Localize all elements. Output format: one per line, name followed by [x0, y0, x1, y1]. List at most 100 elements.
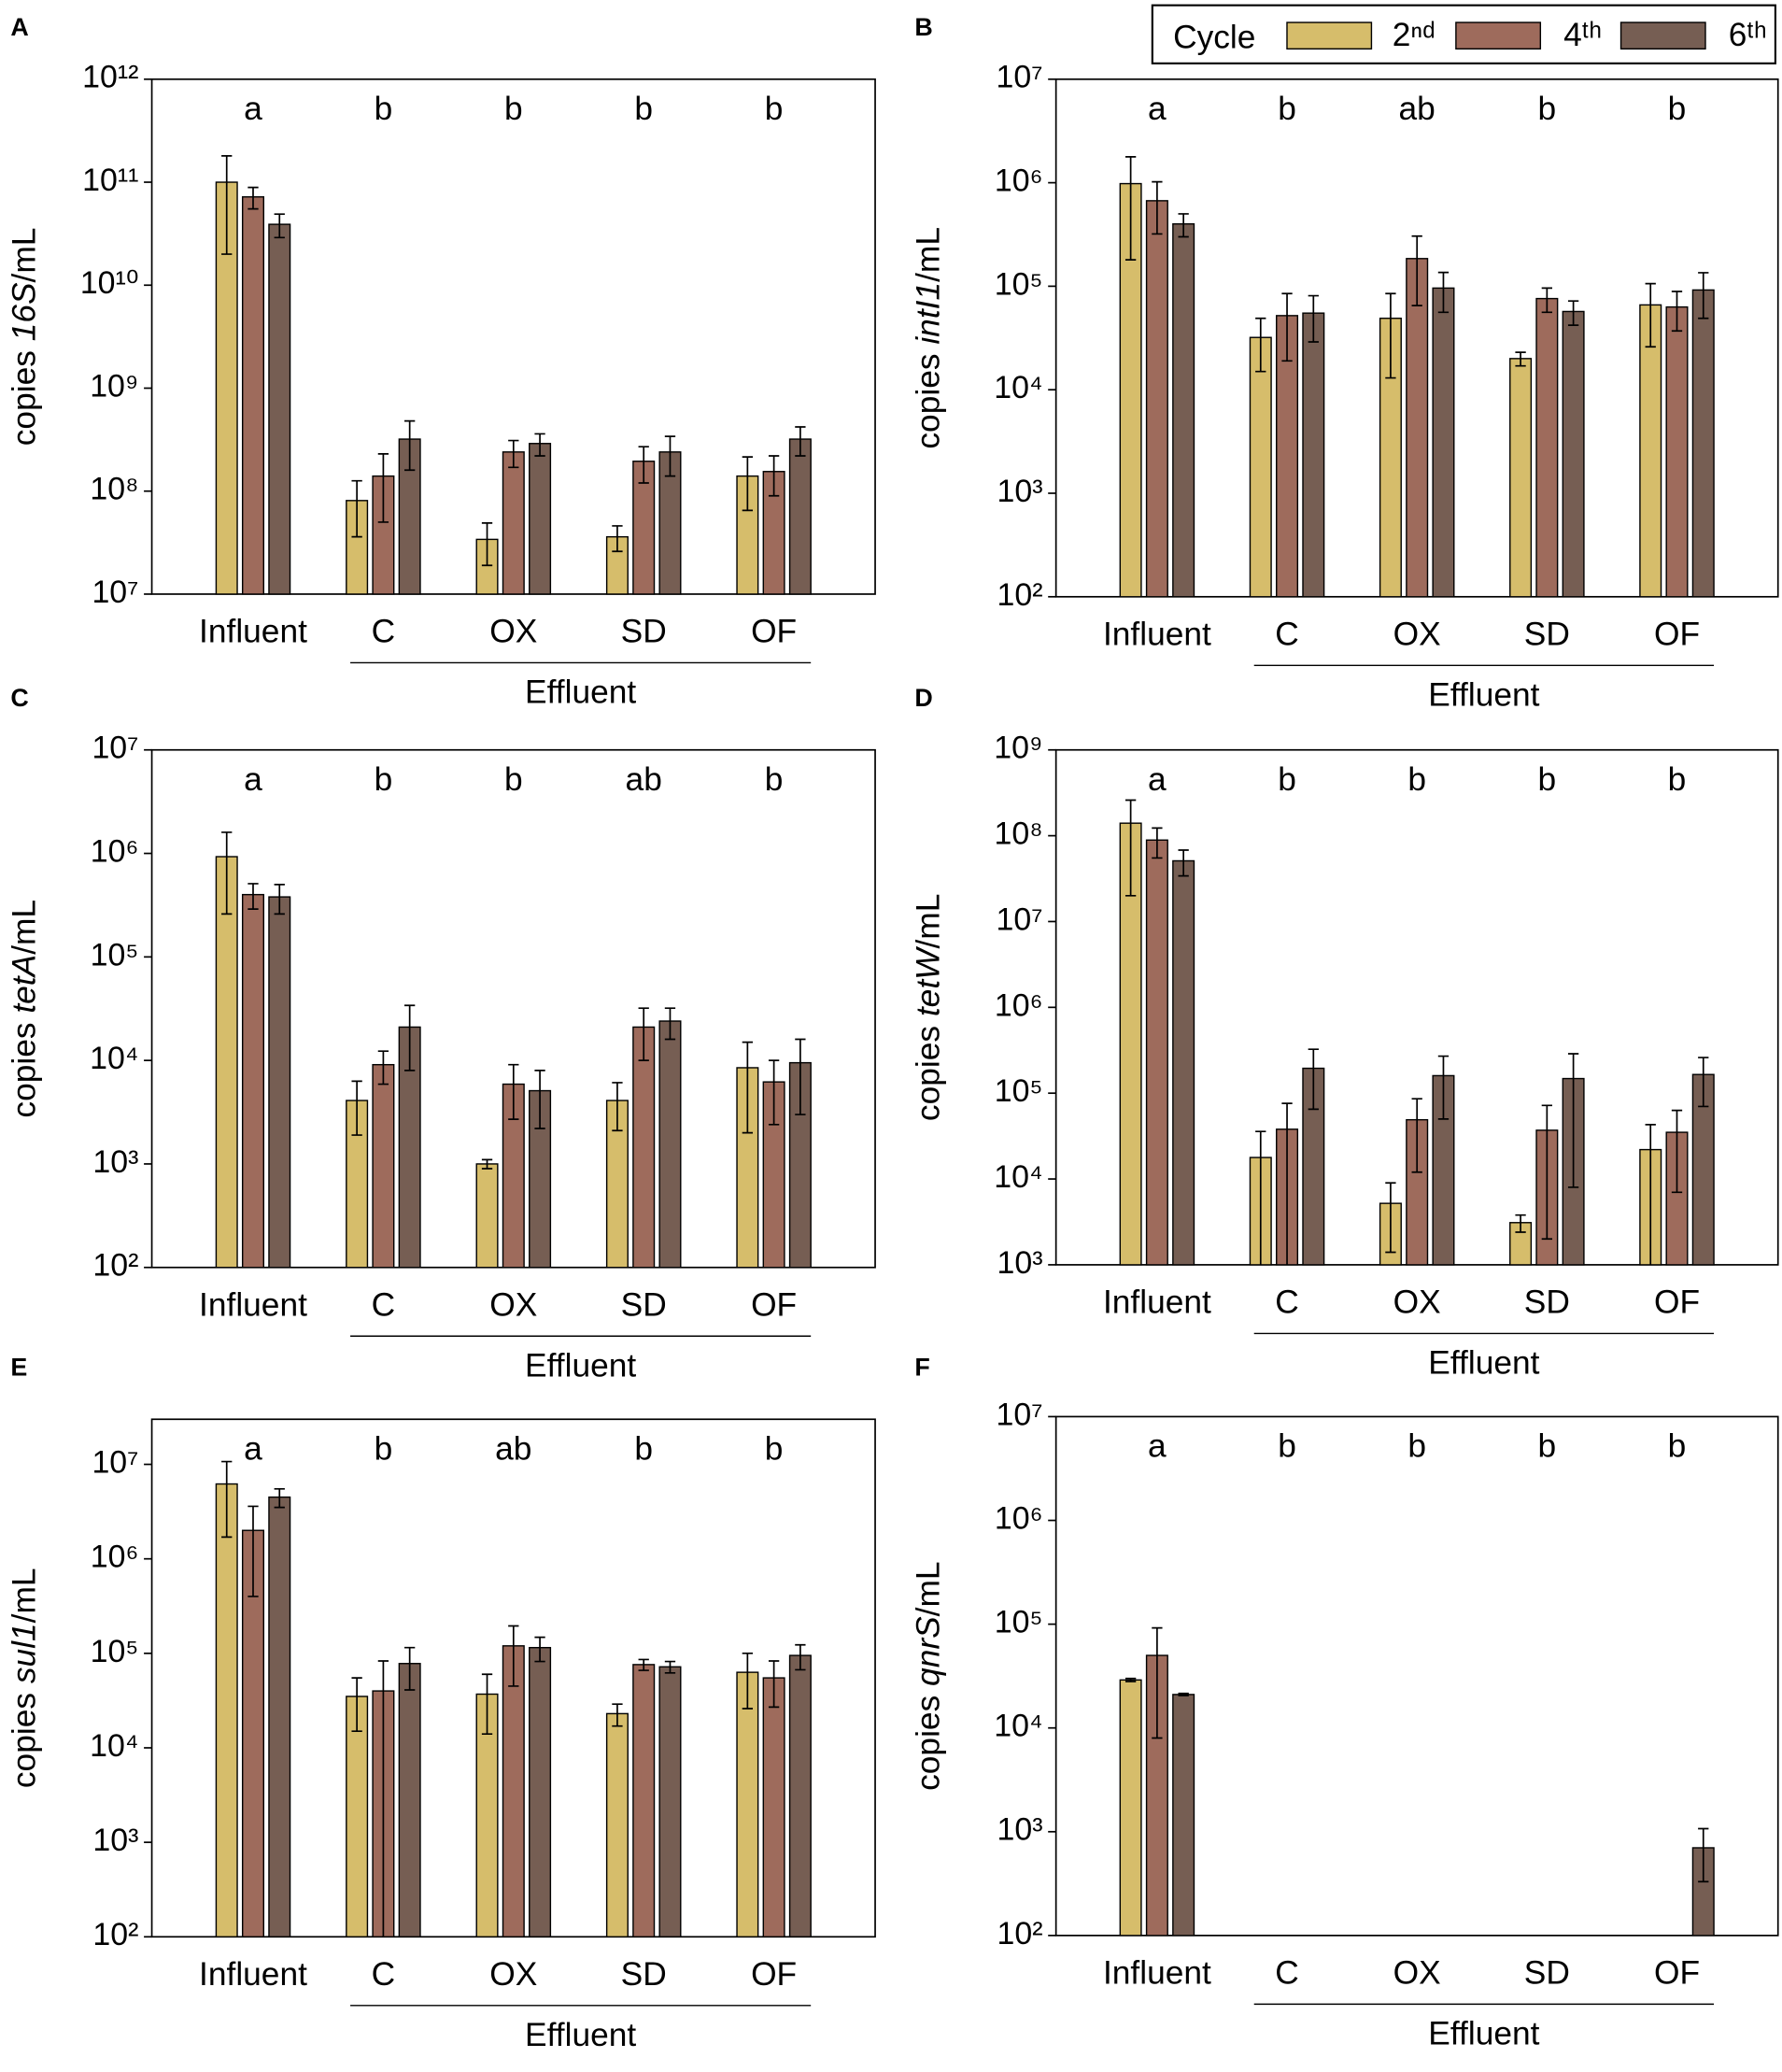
y-tick-label: 10⁷	[997, 60, 1043, 95]
bar	[268, 896, 291, 1269]
y-tick-label: 10²	[997, 577, 1043, 613]
legend-swatch	[1455, 21, 1542, 50]
error-bar	[638, 1658, 649, 1671]
error-bar	[1411, 234, 1422, 306]
y-tick-label: 10⁸	[90, 472, 138, 507]
error-bar	[351, 479, 362, 538]
bar	[1691, 289, 1715, 598]
error-bar	[221, 831, 233, 915]
error-bar	[1178, 213, 1189, 238]
bar	[1432, 287, 1455, 598]
group-label: Effluent	[525, 674, 636, 711]
y-tick-label: 10⁴	[994, 1159, 1042, 1195]
bar	[1172, 222, 1195, 598]
error-bar	[795, 426, 806, 457]
group-label: Effluent	[525, 1347, 636, 1384]
error-bar	[1385, 292, 1396, 379]
y-axis-label: copies qnrS/mL	[911, 1561, 947, 1790]
significance-letter: b	[765, 1431, 784, 1468]
error-bar	[1308, 294, 1319, 343]
significance-letter: b	[1668, 1428, 1687, 1465]
error-bar	[795, 1038, 806, 1115]
bar	[475, 1163, 499, 1269]
bar	[762, 1677, 785, 1937]
bar	[658, 1666, 682, 1937]
error-bar	[274, 213, 285, 239]
error-bar	[1124, 156, 1137, 261]
error-bar	[377, 1660, 389, 1937]
error-bar	[248, 186, 259, 210]
y-tick-label: 10⁴	[994, 1709, 1042, 1744]
significance-letter: b	[375, 91, 393, 127]
y-tick-label: 10⁶	[995, 987, 1043, 1023]
significance-letter: b	[634, 1431, 653, 1468]
error-bar	[1281, 292, 1293, 362]
error-bar	[1437, 271, 1450, 314]
y-axis-label: copies sul1/mL	[7, 1568, 43, 1788]
y-tick-label: 10²	[92, 1248, 138, 1284]
y-tick-label: 10⁴	[90, 1041, 138, 1076]
x-tick-label: OX	[1393, 617, 1441, 653]
significance-letter: b	[1538, 761, 1557, 798]
panel-label: E	[10, 1354, 27, 1382]
y-axis-label-part: /mL	[911, 894, 947, 949]
significance-letter: a	[1148, 761, 1167, 798]
significance-letter: b	[1668, 91, 1687, 127]
significance-letter: b	[375, 1431, 393, 1468]
error-bar	[508, 1625, 519, 1687]
significance-letter: b	[504, 761, 523, 798]
y-tick-label: 10⁸	[994, 816, 1042, 852]
x-tick-label: C	[372, 614, 396, 650]
legend-label: 2ⁿᵈ	[1393, 17, 1436, 53]
bar	[658, 1020, 682, 1269]
legend-swatch	[1619, 21, 1706, 50]
bar	[1562, 310, 1585, 598]
significance-letter: a	[1148, 1428, 1167, 1465]
error-bar	[1515, 351, 1526, 367]
y-axis-label-part: 16S	[7, 282, 43, 341]
y-tick-label: 10³	[997, 1812, 1043, 1848]
bar	[1535, 297, 1559, 598]
error-bar	[508, 1063, 519, 1120]
bar	[1172, 1694, 1195, 1937]
bar	[736, 1671, 759, 1937]
bar	[529, 443, 552, 595]
error-bar	[404, 1646, 416, 1691]
error-bar	[404, 1004, 416, 1071]
y-tick-label: 10²	[92, 1917, 138, 1952]
significance-letter: b	[1407, 761, 1426, 798]
y-axis-label-part: copies	[911, 1016, 947, 1121]
bar	[398, 1663, 421, 1937]
error-bar	[221, 155, 233, 255]
x-tick-label: Influent	[199, 1956, 307, 1993]
error-bar	[1515, 1213, 1526, 1233]
bar	[788, 438, 812, 595]
y-tick-label: 10⁶	[995, 1500, 1043, 1536]
error-bar	[1281, 1102, 1293, 1265]
error-bar	[1645, 1124, 1656, 1265]
error-bar	[481, 522, 493, 567]
y-axis-label-part: sul1	[7, 1623, 43, 1683]
error-bar	[1152, 1626, 1163, 1739]
significance-letter: a	[244, 761, 262, 798]
group-label: Effluent	[1428, 1345, 1539, 1382]
y-tick-label: 10⁶	[91, 833, 139, 869]
significance-letter: b	[765, 91, 784, 127]
y-axis-label-part: /mL	[911, 227, 947, 282]
error-bar	[742, 456, 754, 512]
x-tick-label: Influent	[1103, 1284, 1211, 1321]
error-bar	[1178, 1692, 1189, 1696]
x-tick-label: Influent	[199, 614, 307, 650]
x-tick-label: C	[1275, 1955, 1299, 1992]
y-axis-label: copies tetA/mL	[7, 900, 43, 1118]
bar	[215, 1483, 238, 1937]
error-bar	[1411, 1098, 1422, 1173]
x-tick-label: OX	[489, 614, 537, 650]
bar	[1249, 336, 1272, 598]
x-tick-label: SD	[621, 1956, 667, 1993]
x-tick-label: OF	[1654, 1955, 1700, 1992]
y-axis-label: copies tetW/mL	[911, 894, 947, 1121]
